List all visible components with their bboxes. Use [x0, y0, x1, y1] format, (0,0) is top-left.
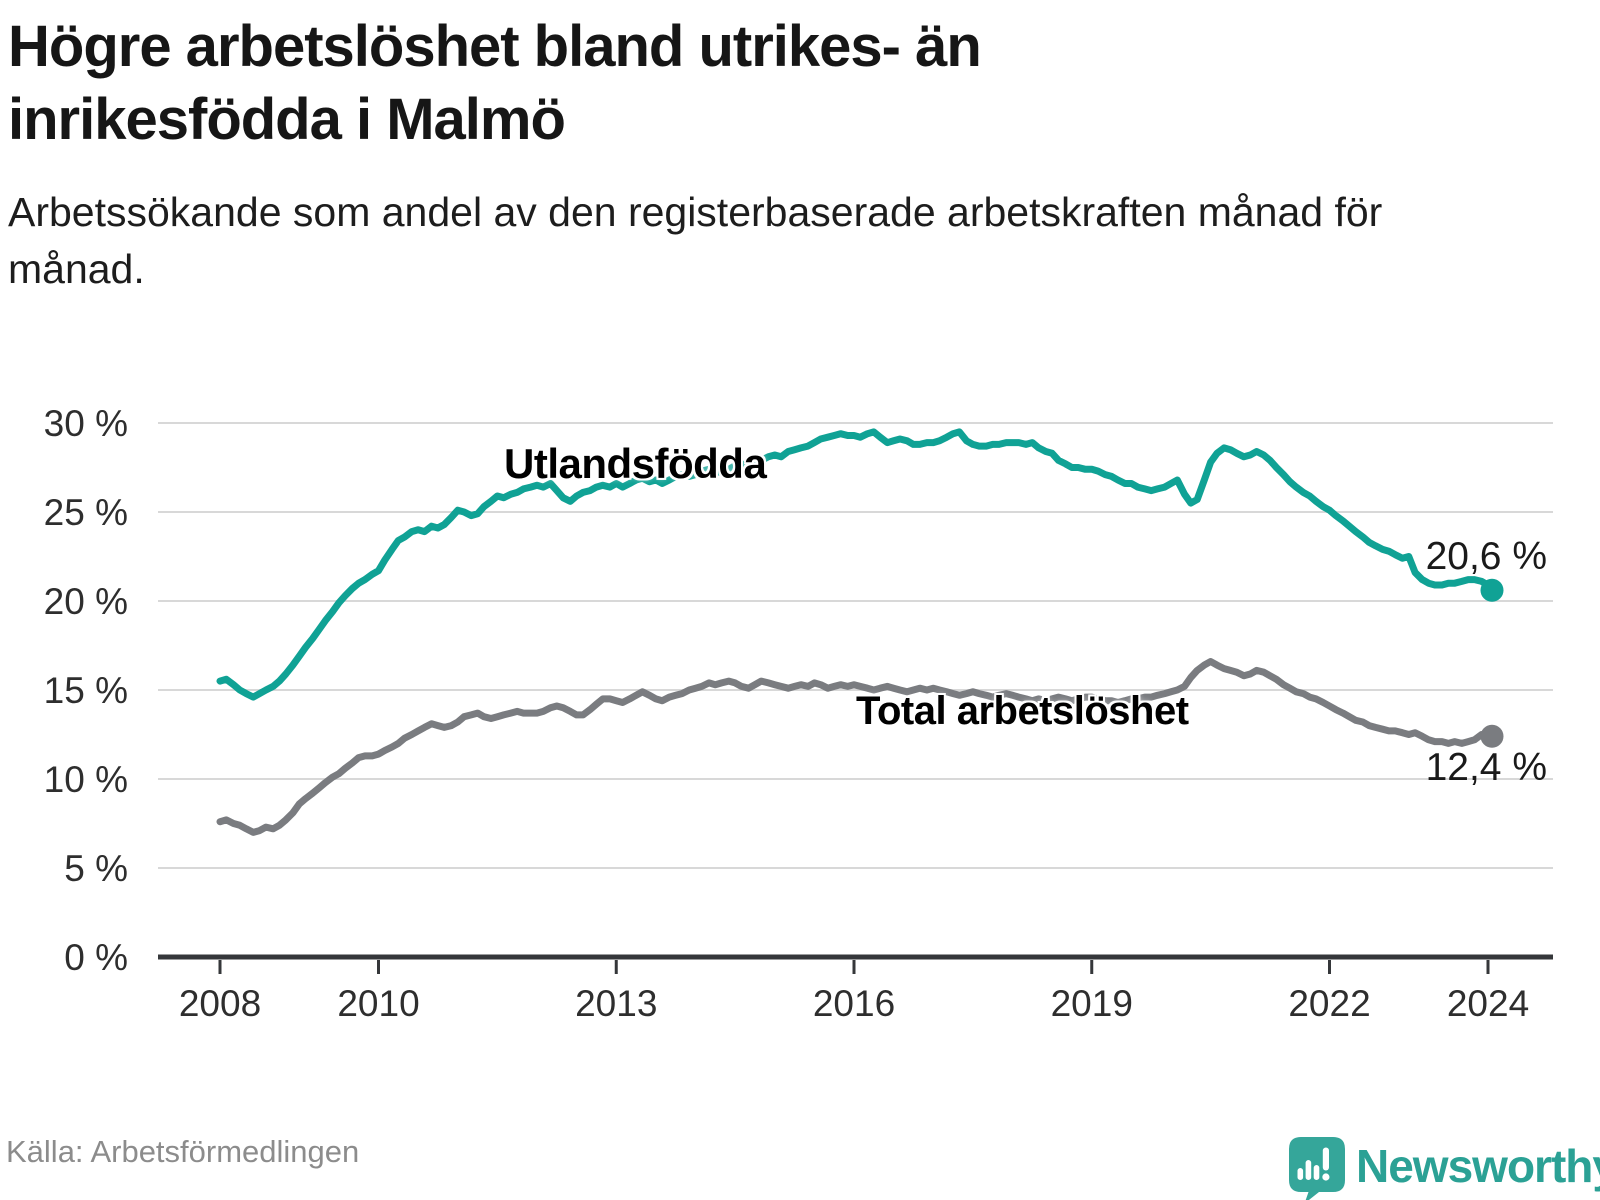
- newsworthy-bubble-icon: [1289, 1137, 1345, 1200]
- series-label-total-arbetsloshet: Total arbetslöshet: [856, 689, 1189, 733]
- series-line-total: [216, 658, 1496, 836]
- y-tick-label-25: 25 %: [44, 492, 128, 533]
- y-tick-label-5: 5 %: [64, 848, 128, 889]
- y-tick-label-30: 30 %: [44, 403, 128, 444]
- series-end-dot-utlandsfodda: [1480, 578, 1504, 602]
- x-tick-label-2024: 2024: [1447, 983, 1529, 1024]
- x-tick-label-2016: 2016: [813, 983, 895, 1024]
- newsworthy-wordmark: Newsworthy: [1356, 1140, 1600, 1192]
- x-tick-label-2019: 2019: [1051, 983, 1133, 1024]
- x-tick-label-2008: 2008: [179, 983, 261, 1024]
- x-tick-label-2010: 2010: [337, 983, 419, 1024]
- x-tick-label-2013: 2013: [575, 983, 657, 1024]
- page-subtitle: Arbetssökande som andel av den registerb…: [8, 189, 1383, 293]
- x-tick-label-2022: 2022: [1288, 983, 1370, 1024]
- series-line-utlandsfodda: [216, 428, 1496, 701]
- end-value-utlandsfodda: 20,6 %: [1425, 535, 1547, 578]
- y-tick-label-10: 10 %: [44, 759, 128, 800]
- y-tick-label-20: 20 %: [44, 581, 128, 622]
- series-end-dot-total: [1480, 724, 1504, 748]
- end-value-total: 12,4 %: [1425, 746, 1547, 789]
- y-tick-label-15: 15 %: [44, 670, 128, 711]
- page-title: Högre arbetslöshet bland utrikes- än inr…: [8, 14, 982, 153]
- source-note: Källa: Arbetsförmedlingen: [6, 1134, 360, 1169]
- series-label-utlandsfodda: Utlandsfödda: [504, 440, 767, 487]
- y-tick-label-0: 0 %: [64, 937, 128, 978]
